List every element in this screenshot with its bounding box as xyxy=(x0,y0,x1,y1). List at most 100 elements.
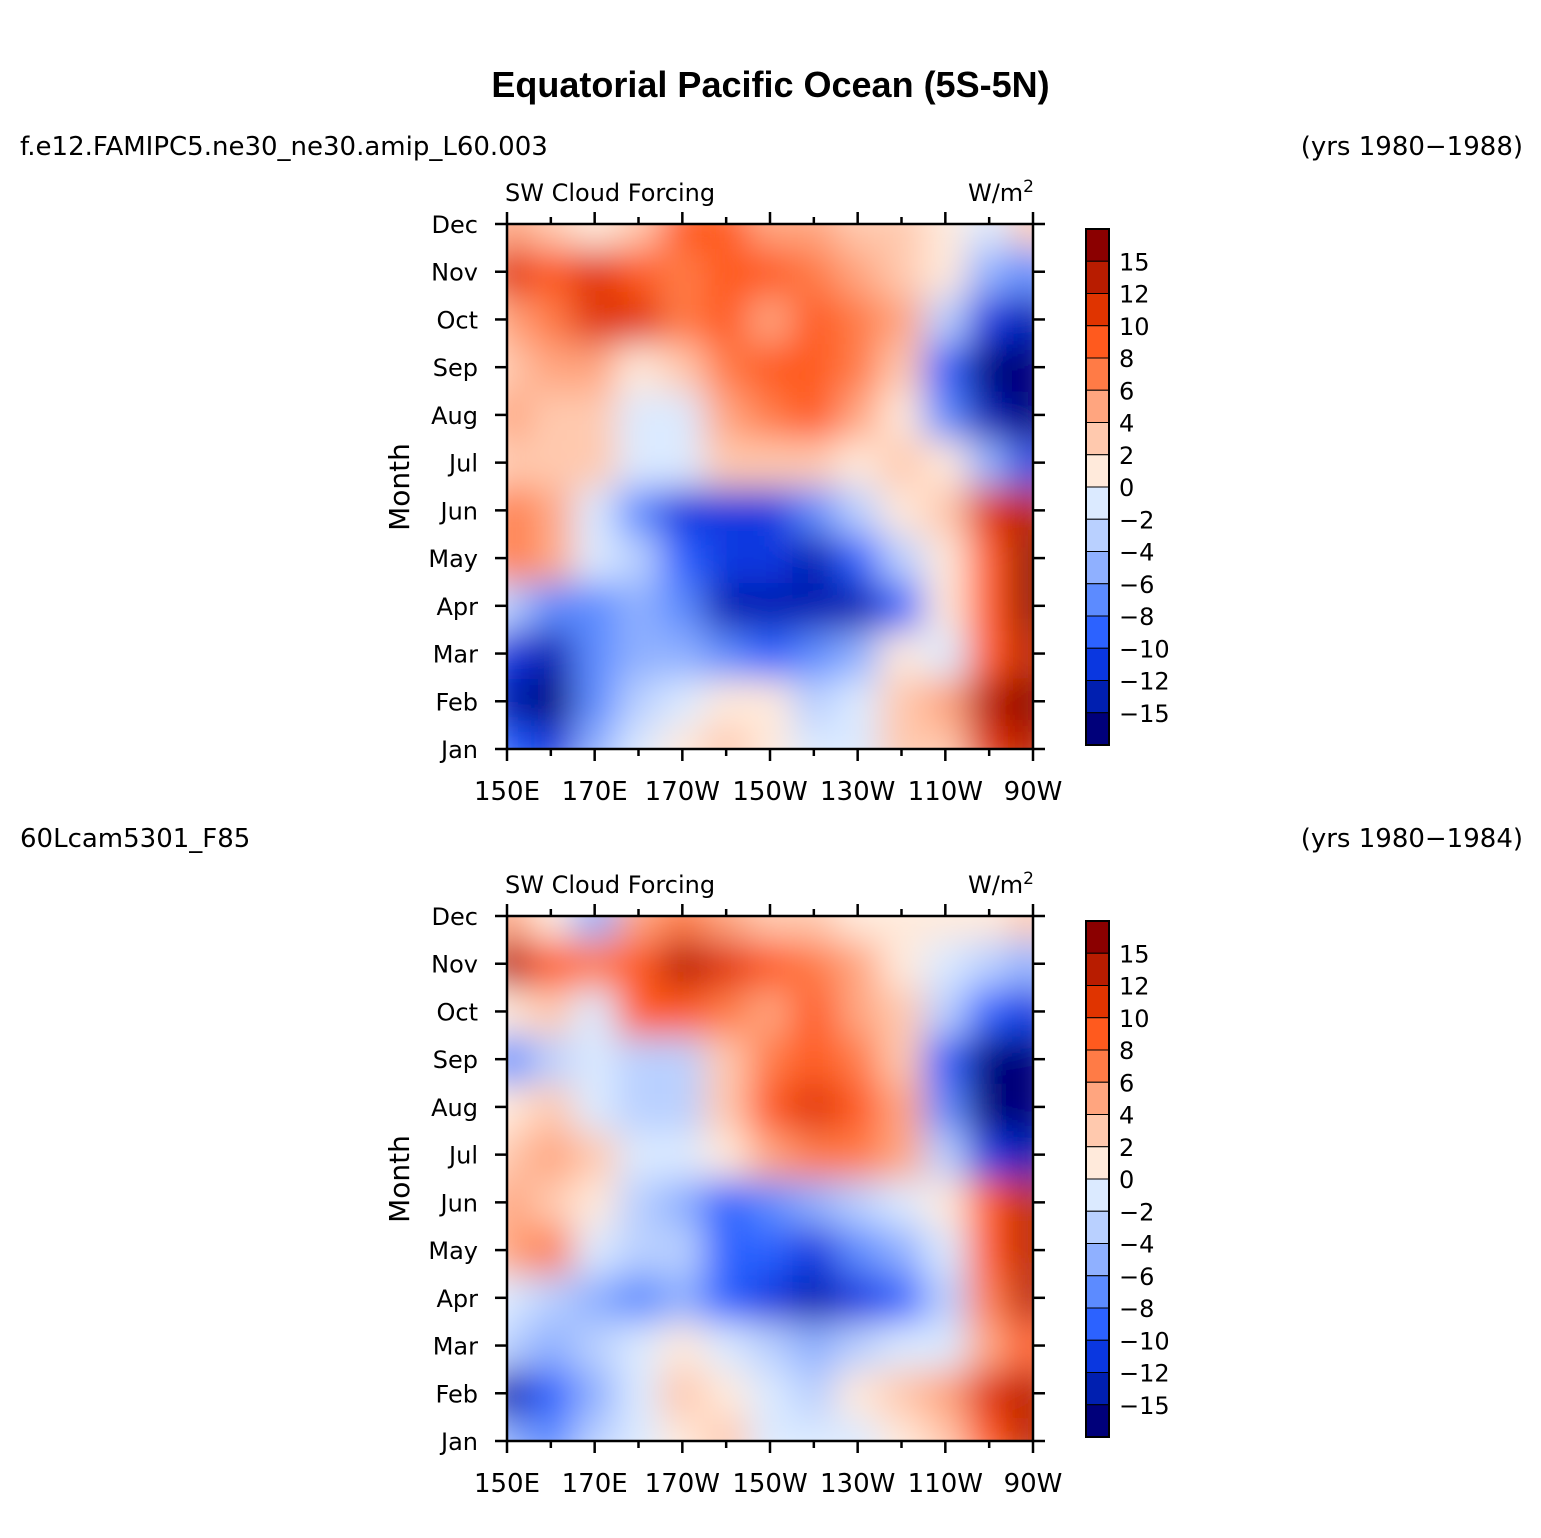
contour-cell xyxy=(572,1321,618,1371)
colorbar-swatch xyxy=(1085,518,1110,552)
contour-cell xyxy=(967,1083,1013,1132)
contour-cell xyxy=(748,677,793,727)
contour-cell xyxy=(528,438,574,488)
contour-cell xyxy=(507,987,530,1037)
y-tick-label: May xyxy=(428,545,478,573)
contour-cell xyxy=(616,1417,662,1441)
colorbar-swatch xyxy=(1085,952,1110,986)
colorbar-label: 6 xyxy=(1119,377,1134,405)
contour-cell xyxy=(572,1130,618,1180)
contour-cell xyxy=(1011,1369,1033,1419)
contour-cell xyxy=(704,391,750,440)
units-label-2: W/m2 xyxy=(968,869,1034,899)
y-tick-label: Apr xyxy=(436,593,478,621)
x-tick-label: 110W xyxy=(908,1469,983,1499)
contour-cell xyxy=(660,1417,706,1441)
contour-cell xyxy=(660,1178,706,1228)
y-tick-label: Oct xyxy=(437,306,479,334)
contour-cell xyxy=(572,677,618,727)
contour-cell xyxy=(572,295,618,345)
y-tick-label: Feb xyxy=(436,688,479,716)
contour-cell xyxy=(748,438,793,488)
contour-cell xyxy=(748,534,793,583)
contour-cell xyxy=(923,1035,969,1085)
y-tick-label: Sep xyxy=(433,354,478,382)
contour-cell xyxy=(835,1369,881,1419)
contour-cell xyxy=(923,438,969,488)
contour-cell xyxy=(660,1035,706,1085)
contour-cell xyxy=(507,438,530,488)
contour-cell xyxy=(1011,987,1033,1037)
contour-cell xyxy=(748,725,793,749)
contour-cell xyxy=(572,916,618,941)
x-tick-label: 170W xyxy=(645,1469,720,1499)
contour-cell xyxy=(748,1178,793,1228)
colorbar-2: 15 12 10 8 6 4 2 0 −2 −4 −6 −8 −10 −12 −15 xyxy=(1085,920,1170,1438)
contour-cell xyxy=(660,1083,706,1132)
contour-cell xyxy=(835,247,881,297)
contour-cell xyxy=(528,677,574,727)
contour-cell xyxy=(879,391,925,440)
contour-cell xyxy=(967,1273,1013,1323)
contour-cell xyxy=(528,534,574,583)
contour-cell xyxy=(704,1226,750,1275)
contour-cell xyxy=(704,1321,750,1371)
contour-cell xyxy=(835,987,881,1037)
contour-cell xyxy=(967,1035,1013,1085)
contour-cell xyxy=(879,1369,925,1419)
contour-cell xyxy=(879,343,925,393)
contour-cell xyxy=(507,1035,530,1085)
colorbar-label: 15 xyxy=(1119,248,1150,276)
contour-cell xyxy=(791,1226,837,1275)
contour-cell xyxy=(1011,534,1033,583)
contour-cell xyxy=(879,1226,925,1275)
contour-cell xyxy=(791,629,837,679)
contour-cell xyxy=(704,629,750,679)
contour-cell xyxy=(748,629,793,679)
colorbar-label: 10 xyxy=(1119,313,1150,341)
contour-cell xyxy=(791,295,837,345)
contour-cell xyxy=(923,343,969,393)
colorbar-label: 8 xyxy=(1119,345,1134,373)
contour-cell xyxy=(748,987,793,1037)
contour-cell xyxy=(791,1417,837,1441)
contour-cell xyxy=(835,534,881,583)
contour-cell xyxy=(879,677,925,727)
contour-cell xyxy=(660,1369,706,1419)
colorbar-swatch xyxy=(1085,486,1110,520)
contour-cell xyxy=(1011,1035,1033,1085)
contour-cell xyxy=(791,534,837,583)
contour-cell xyxy=(528,1083,574,1132)
contour-cell xyxy=(967,1369,1013,1419)
contour-cell xyxy=(616,391,662,440)
contour-cell xyxy=(704,1130,750,1180)
contour-cell xyxy=(572,581,618,631)
contour-cell xyxy=(1011,725,1033,749)
contour-cell xyxy=(704,1083,750,1132)
contour-cell xyxy=(879,1035,925,1085)
colorbar-label: 10 xyxy=(1119,1005,1150,1033)
contour-cell xyxy=(879,1083,925,1132)
colorbar-swatch xyxy=(1085,1275,1110,1309)
contour-cell xyxy=(528,725,574,749)
contour-cell xyxy=(572,987,618,1037)
contour-cell xyxy=(704,486,750,536)
contour-cell xyxy=(791,1083,837,1132)
colorbar-swatch xyxy=(1085,712,1110,746)
colorbar-label: −4 xyxy=(1119,539,1154,567)
contour-cell xyxy=(1011,1178,1033,1228)
contour-cell xyxy=(923,534,969,583)
colorbar-swatch xyxy=(1085,615,1110,649)
contour-cell xyxy=(572,391,618,440)
contour-cell xyxy=(791,391,837,440)
contour-cell xyxy=(660,1130,706,1180)
colorbar-swatch xyxy=(1085,1081,1110,1115)
colorbar-frame xyxy=(1085,920,1110,1438)
contour-cell xyxy=(879,916,925,941)
contour-cell xyxy=(791,224,837,249)
colorbar-swatch xyxy=(1085,647,1110,681)
contour-cell xyxy=(704,939,750,989)
contour-cell xyxy=(1011,1083,1033,1132)
x-tick-label: 110W xyxy=(908,777,983,807)
colorbar-label: 8 xyxy=(1119,1037,1134,1065)
